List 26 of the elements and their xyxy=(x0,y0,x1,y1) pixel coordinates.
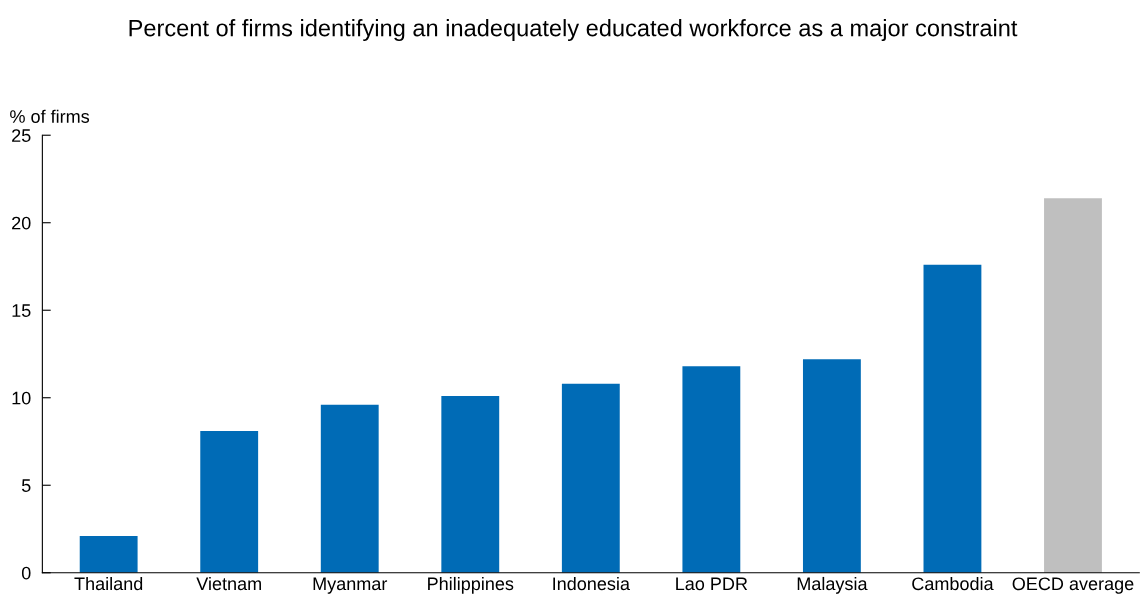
y-tick-label: 25 xyxy=(12,129,31,142)
x-tick-label: Malaysia xyxy=(797,576,868,594)
bar xyxy=(561,383,620,573)
bar xyxy=(1044,198,1102,573)
x-tick-label: Vietnam xyxy=(196,576,261,591)
x-tick-label: Indonesia xyxy=(553,576,630,591)
bar xyxy=(200,430,259,573)
x-tick-label: Lao PDR xyxy=(676,577,748,591)
y-tick-label: 0 xyxy=(21,566,31,580)
y-tick-label: 15 xyxy=(12,304,31,317)
x-tick-label: Myanmar xyxy=(313,577,388,594)
y-tick-label: 10 xyxy=(12,391,31,405)
y-axis-title: % of firms xyxy=(10,109,90,123)
bar xyxy=(441,395,500,573)
bar xyxy=(682,366,741,573)
bar xyxy=(320,404,379,573)
y-tick-label: 20 xyxy=(12,216,31,230)
x-tick-label: OECD average xyxy=(1012,577,1134,594)
y-tick-label: 5 xyxy=(21,479,31,492)
bar xyxy=(923,264,982,573)
bar xyxy=(802,359,861,573)
x-tick-label: Thailand xyxy=(74,576,143,591)
x-tick-label: Cambodia xyxy=(912,576,994,591)
chart-title: Percent of firms identifying an inadequately educated workforce as a major constraint xyxy=(129,19,1018,42)
x-tick-label: Philippines xyxy=(428,576,514,594)
bar xyxy=(79,536,138,573)
